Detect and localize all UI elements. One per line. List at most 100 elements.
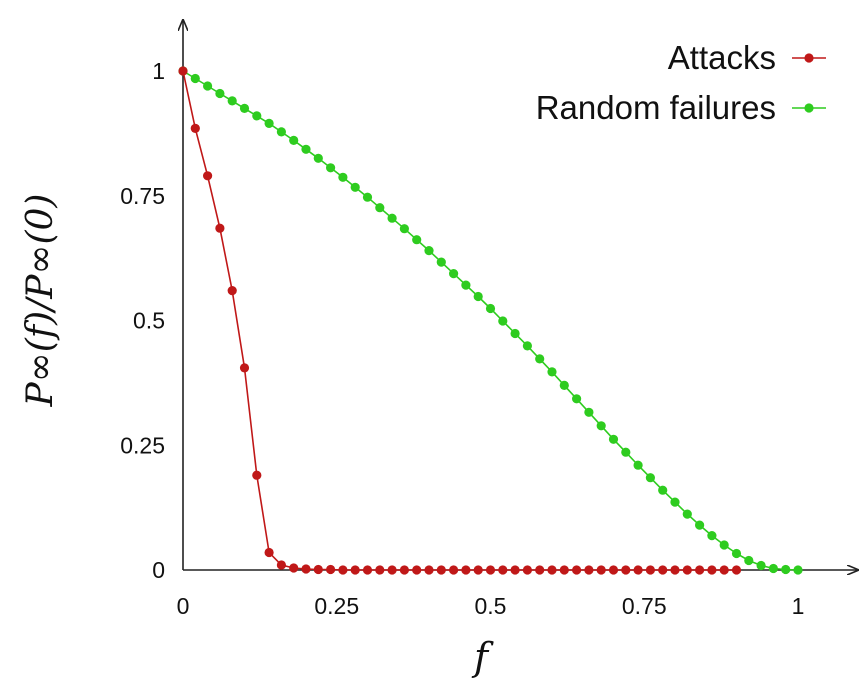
legend-marker-attacks — [804, 53, 814, 63]
data-point-random-failures — [596, 421, 606, 431]
legend-label: Attacks — [668, 39, 776, 76]
data-point-random-failures — [326, 163, 336, 173]
data-point-attacks — [473, 565, 483, 575]
data-point-random-failures — [559, 380, 569, 390]
data-point-random-failures — [621, 447, 631, 457]
data-point-random-failures — [498, 316, 508, 326]
data-point-random-failures — [215, 88, 225, 99]
data-point-attacks — [485, 565, 496, 575]
data-point-random-failures — [707, 531, 717, 541]
data-point-attacks — [227, 286, 237, 296]
series-random-failures — [178, 66, 803, 575]
data-point-attacks — [682, 565, 692, 575]
data-point-random-failures — [338, 172, 348, 182]
data-point-random-failures — [572, 394, 582, 404]
data-point-attacks — [695, 565, 705, 575]
data-point-attacks — [670, 565, 680, 575]
data-point-random-failures — [756, 560, 766, 571]
data-point-attacks — [424, 565, 434, 575]
data-point-random-failures — [239, 103, 250, 113]
data-point-random-failures — [301, 144, 311, 154]
x-axis-title: f — [471, 635, 494, 679]
data-point-attacks — [436, 565, 446, 575]
data-point-random-failures — [203, 81, 213, 91]
data-point-random-failures — [424, 246, 434, 256]
y-tick-label: 0.5 — [133, 308, 165, 334]
data-point-attacks — [608, 565, 619, 575]
data-point-random-failures — [375, 203, 385, 213]
data-point-random-failures — [485, 303, 496, 314]
data-point-attacks — [621, 565, 631, 575]
data-point-attacks — [203, 171, 213, 181]
data-point-random-failures — [547, 367, 557, 377]
data-point-attacks — [658, 565, 668, 575]
series-line-attacks — [182, 70, 737, 571]
data-point-random-failures — [645, 473, 656, 483]
data-point-attacks — [449, 565, 459, 575]
legend-item-random-failures: Random failures — [536, 89, 826, 126]
data-point-attacks — [350, 565, 360, 575]
data-point-random-failures — [670, 497, 680, 507]
data-point-random-failures — [633, 460, 643, 470]
data-point-attacks — [412, 565, 422, 575]
data-point-attacks — [596, 565, 606, 575]
data-point-attacks — [313, 564, 323, 575]
data-point-random-failures — [731, 548, 742, 559]
legend-marker-random-failures — [804, 103, 814, 113]
data-point-attacks — [276, 560, 286, 570]
data-point-random-failures — [682, 509, 692, 519]
y-tick-labels: 0 0.25 0.5 0.75 1 — [120, 58, 165, 583]
data-point-attacks — [326, 564, 336, 575]
data-point-random-failures — [608, 434, 619, 444]
y-tick-label: 0 — [152, 557, 165, 583]
y-tick-label: 0.75 — [120, 183, 165, 209]
x-tick-labels: 0 0.25 0.5 0.75 1 — [177, 593, 805, 619]
data-point-attacks — [510, 565, 520, 575]
data-point-random-failures — [461, 280, 471, 290]
data-point-random-failures — [695, 520, 705, 530]
x-tick-label: 1 — [792, 593, 805, 619]
data-point-attacks — [707, 565, 717, 575]
data-point-random-failures — [584, 407, 594, 417]
data-point-attacks — [719, 565, 729, 575]
x-tick-label: 0 — [177, 593, 190, 619]
data-point-attacks — [522, 565, 533, 575]
data-point-attacks — [289, 563, 299, 573]
data-point-attacks — [399, 565, 409, 575]
legend-label: Random failures — [536, 89, 776, 126]
data-point-random-failures — [412, 235, 422, 245]
legend-item-attacks: Attacks — [668, 39, 826, 76]
data-point-attacks — [375, 565, 385, 575]
data-point-attacks — [535, 565, 545, 575]
data-point-attacks — [338, 565, 348, 575]
data-point-attacks — [301, 564, 311, 574]
data-point-random-failures — [781, 564, 791, 575]
data-point-attacks — [264, 547, 274, 558]
data-point-random-failures — [289, 135, 299, 145]
data-point-random-failures — [276, 127, 286, 137]
data-point-random-failures — [350, 182, 360, 192]
data-point-attacks — [559, 565, 569, 575]
data-point-random-failures — [436, 257, 446, 267]
data-point-attacks — [572, 565, 582, 575]
data-point-random-failures — [362, 192, 373, 202]
data-point-random-failures — [522, 341, 533, 351]
data-point-attacks — [362, 565, 373, 575]
data-point-random-failures — [744, 555, 754, 566]
y-tick-label: 0.25 — [120, 432, 165, 458]
data-point-attacks — [190, 123, 200, 133]
data-point-attacks — [215, 223, 225, 233]
data-point-attacks — [461, 565, 471, 575]
data-point-attacks — [178, 66, 188, 76]
series-line-random-failures — [182, 70, 799, 571]
data-point-attacks — [547, 565, 557, 575]
data-point-random-failures — [264, 118, 274, 128]
data-point-random-failures — [793, 565, 803, 575]
data-point-random-failures — [399, 224, 409, 234]
data-point-attacks — [645, 565, 656, 575]
data-point-attacks — [239, 363, 250, 373]
data-point-random-failures — [535, 354, 545, 364]
x-tick-label: 0.75 — [622, 593, 667, 619]
